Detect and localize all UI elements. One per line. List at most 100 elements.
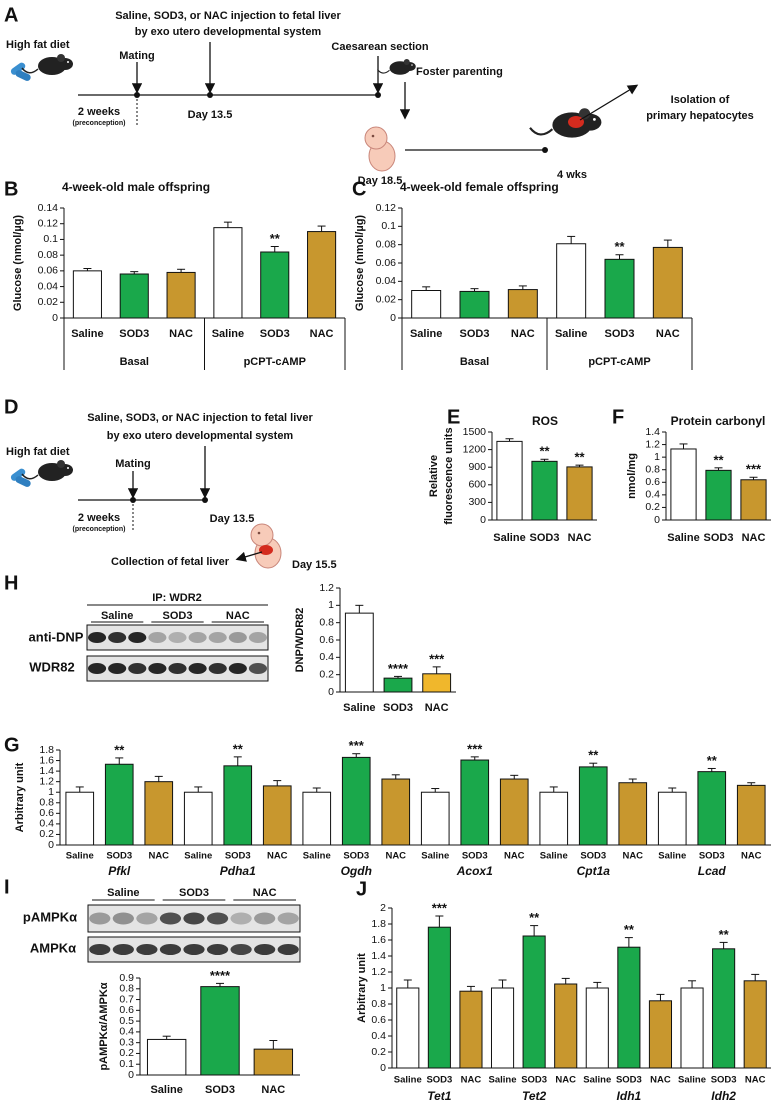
- error-bar: [749, 476, 758, 480]
- error-bar: [391, 774, 400, 780]
- y-tick-label: 0.6: [645, 476, 660, 488]
- bar: [522, 935, 546, 1069]
- blot-band: [254, 912, 276, 925]
- x-tick-label: Saline: [489, 1075, 517, 1086]
- y-tick-label: 1.8: [371, 918, 386, 930]
- x-tick-label: Saline: [667, 532, 699, 544]
- bar: [420, 791, 450, 846]
- y-tick-label: 0.4: [371, 1030, 386, 1042]
- error-bar: [656, 993, 665, 1001]
- blot-band: [128, 632, 147, 643]
- x-tick-label: NAC: [267, 851, 288, 862]
- panel-label: F: [612, 406, 624, 428]
- category-label: Idh2: [711, 1089, 736, 1103]
- blot-band: [228, 632, 247, 643]
- error-bar: [747, 782, 756, 786]
- x-tick-label: SOD3: [605, 328, 635, 340]
- bar: [736, 784, 766, 846]
- x-tick-label: SOD3: [426, 1075, 452, 1086]
- y-axis-label: Arbitrary unit: [356, 953, 368, 1023]
- error-bar: [431, 788, 440, 793]
- mating-label: Mating: [115, 458, 150, 470]
- bar: [383, 677, 413, 693]
- x-tick-label: Saline: [540, 851, 568, 862]
- error-bar: [628, 778, 637, 783]
- error-bar: [432, 666, 441, 674]
- bar: [697, 771, 727, 846]
- bar: [411, 290, 442, 319]
- y-tick-label: 0.08: [38, 249, 59, 261]
- y-tick-label: 0.2: [319, 668, 334, 680]
- y-tick-label: 1.4: [371, 950, 386, 962]
- bar: [657, 791, 687, 846]
- x-tick-label: SOD3: [205, 1084, 235, 1096]
- x-tick-label: SOD3: [699, 851, 725, 862]
- blot-band: [188, 632, 207, 643]
- y-tick-label: 0.6: [371, 1014, 386, 1026]
- error-bar: [162, 1035, 171, 1040]
- y-tick-label: 0.4: [319, 651, 334, 663]
- arrow: [579, 84, 639, 121]
- y-tick-label: 900: [468, 461, 486, 473]
- liver-icon: [568, 116, 584, 128]
- y-tick-label: 1500: [463, 426, 487, 438]
- error-bar: [510, 774, 519, 780]
- injection-label: by exo utero developmental system: [107, 430, 294, 442]
- day-label: Day 15.5: [292, 559, 337, 571]
- mouse-icon: [21, 459, 74, 482]
- bar: [496, 440, 523, 521]
- error-bar: [422, 286, 431, 291]
- bar: [490, 987, 515, 1069]
- chart-title: 4-week-old female offspring: [400, 180, 559, 194]
- error-bar: [352, 753, 361, 758]
- blot-group-label: NAC: [253, 887, 277, 899]
- bar: [183, 791, 213, 846]
- x-tick-label: Saline: [303, 851, 331, 862]
- blot-band: [208, 632, 227, 643]
- bar: [65, 791, 95, 846]
- bar: [341, 756, 371, 846]
- error-bar: [668, 787, 677, 793]
- panel-label: J: [356, 878, 367, 900]
- significance-label: **: [707, 753, 718, 768]
- x-tick-label: Saline: [493, 532, 525, 544]
- y-tick-label: 0.8: [319, 616, 334, 628]
- x-tick-label: Saline: [184, 851, 212, 862]
- blot-band: [206, 912, 229, 925]
- blot-band: [88, 632, 107, 643]
- bar: [680, 987, 704, 1069]
- y-tick-label: 1.2: [645, 438, 660, 450]
- y-tick-label: 0: [380, 1062, 386, 1074]
- error-bar: [75, 786, 84, 793]
- bar: [617, 946, 641, 1069]
- x-tick-label: NAC: [261, 1084, 285, 1096]
- y-axis-label: Arbitrary unit: [14, 762, 26, 832]
- error-bar: [177, 268, 186, 273]
- blot-row-label: AMPKα: [30, 940, 76, 955]
- scheme-d: Saline, SOD3, or NAC injection to fetal …: [6, 412, 337, 571]
- bar: [460, 759, 490, 846]
- x-tick-label: NAC: [568, 532, 592, 544]
- fetus-icon: [364, 126, 396, 172]
- section-label: Caesarean section: [331, 41, 428, 53]
- category-label: Idh1: [617, 1089, 642, 1103]
- y-tick-label: 0: [128, 1069, 134, 1081]
- significance-label: **: [270, 231, 281, 246]
- error-bar: [216, 982, 224, 987]
- bar: [652, 246, 683, 319]
- y-tick-label: 1: [380, 982, 386, 994]
- significance-label: **: [624, 922, 635, 937]
- significance-label: **: [233, 741, 244, 756]
- blot-band: [148, 663, 167, 674]
- blot-band: [136, 912, 158, 925]
- error-bar: [589, 762, 598, 767]
- diet-label: High fat diet: [6, 39, 70, 51]
- panel-label: D: [4, 396, 18, 418]
- x-tick-label: Saline: [212, 328, 244, 340]
- blot-row-label: WDR82: [29, 659, 75, 674]
- y-tick-label: 0.08: [376, 238, 397, 250]
- bar: [166, 271, 196, 319]
- error-bar: [615, 254, 624, 260]
- bar: [119, 273, 149, 319]
- blot-band: [112, 944, 134, 955]
